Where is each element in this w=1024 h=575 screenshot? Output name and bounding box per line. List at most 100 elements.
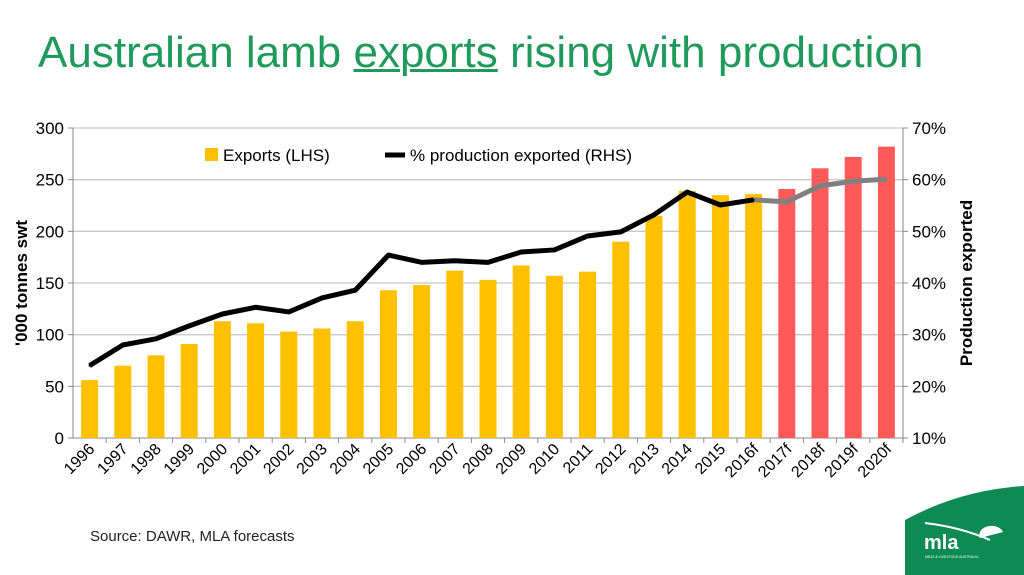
line-point-2007 [453,259,456,262]
bar-2015 [711,195,729,438]
y2-axis-title: Production exported [957,200,976,366]
y2-tick-label: 30% [912,326,946,345]
line-point-1999 [188,324,191,327]
bar-2016f [745,194,763,438]
y2-tick-label: 20% [912,377,946,396]
line-point-2001 [254,306,257,309]
slide-title: Australian lamb exports rising with prod… [38,28,923,78]
y2-tick-label: 60% [912,171,946,190]
y-tick-label: 0 [55,429,64,448]
title-text: Australian lamb [38,28,354,77]
x-tick-label: 2010 [526,441,563,478]
y2-tick-label: 70% [912,119,946,138]
bar-2018f [811,168,829,439]
bar-2002 [280,331,298,438]
x-tick-label: 1996 [61,441,98,478]
line-point-2011 [586,234,589,237]
y-axis-title: '000 tonnes swt [12,220,31,346]
bar-2011 [579,271,597,438]
bar-2017f [778,188,796,438]
legend-label-line: % production exported (RHS) [410,146,632,165]
x-tick-label: 2008 [460,441,497,478]
x-tick-label: 2009 [493,441,530,478]
bar-2012 [612,241,630,438]
x-tick-label: 2012 [592,441,629,478]
x-tick-label: 2013 [626,441,663,478]
title-underlined-word: exports [353,28,498,77]
legend-swatch-exports [205,148,218,161]
source-note: Source: DAWR, MLA forecasts [90,528,295,545]
x-tick-label: 2002 [260,441,297,478]
line-point-2009 [520,251,523,253]
bar-1999 [180,343,198,438]
line-point-2000 [221,313,224,315]
x-tick-label: 2006 [393,441,430,478]
bar-2010 [545,275,563,438]
x-tick-label: 2007 [426,441,463,478]
x-tick-label: 2004 [327,441,364,478]
line-point-1996 [88,364,91,367]
line-point-1997 [121,344,124,346]
bar-2019f [844,156,862,438]
line-point-2018f [819,184,821,187]
line-point-2002 [287,310,290,313]
y-tick-label: 100 [36,326,64,345]
bar-2003 [313,328,331,438]
title-text-end: rising with production [497,28,924,77]
x-tick-label: 2018f [788,440,829,481]
line-point-2012 [619,230,622,233]
line-point-2005 [387,254,390,257]
line-point-1998 [155,337,157,340]
line-point-2014 [686,191,689,194]
y-tick-label: 200 [36,222,64,241]
line-point-2010 [553,248,556,251]
x-tick-label: 2019f [822,440,863,481]
bar-2004 [346,321,364,438]
x-tick-label: 2020f [855,440,896,481]
x-tick-label: 2011 [560,441,596,477]
y2-tick-label: 40% [912,274,946,293]
y-tick-label: 250 [36,171,64,190]
y-tick-label: 300 [36,119,64,138]
line-point-2003 [321,296,323,299]
bar-2020f [877,146,895,438]
y2-tick-label: 10% [912,429,946,448]
x-tick-label: 2005 [360,441,397,478]
x-tick-label: 1999 [161,441,198,478]
y-tick-label: 150 [36,274,64,293]
x-tick-label: 2000 [194,441,231,478]
y2-tick-label: 50% [912,222,946,241]
bar-2008 [479,279,497,438]
line-point-2019f [852,180,855,183]
bar-2006 [413,285,431,438]
bar-2014 [678,191,696,438]
bar-2005 [379,290,397,438]
line-point-2013 [653,213,655,216]
bar-2009 [512,265,530,438]
x-tick-label: 2014 [659,441,696,478]
line-point-2017f [785,200,788,203]
bar-1998 [147,355,165,438]
bar-2001 [247,323,265,438]
bar-1996 [81,380,99,438]
line-point-2020f [885,178,888,181]
bar-2007 [446,270,464,438]
bar-2013 [645,215,663,438]
bar-2000 [213,321,231,438]
x-tick-label: 2001 [227,441,264,478]
x-tick-label: 2017f [755,440,796,481]
x-tick-label: 2015 [692,441,729,478]
line-point-2016f [752,198,755,201]
x-tick-label: 1998 [128,441,165,478]
bar-1997 [114,365,132,438]
line-point-2006 [420,261,423,264]
y-tick-label: 50 [45,377,64,396]
x-tick-label: 2003 [294,441,331,478]
x-tick-label: 2016f [722,440,763,481]
line-point-2008 [487,261,489,264]
line-point-2004 [354,289,357,292]
legend-label-exports: Exports (LHS) [223,146,330,165]
x-tick-label: 1997 [94,441,131,478]
line-point-2015 [719,203,722,206]
